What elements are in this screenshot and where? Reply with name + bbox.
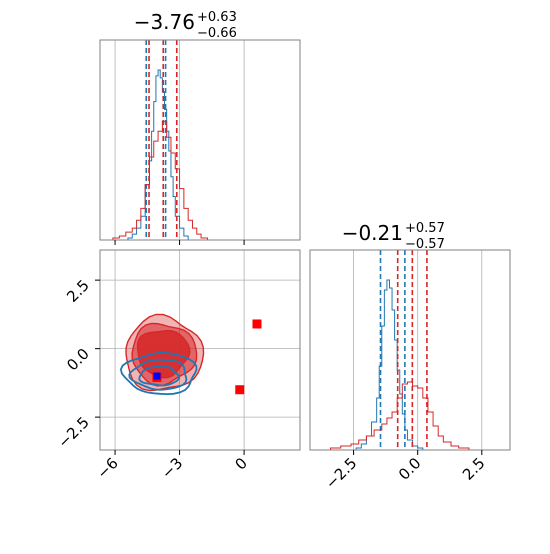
joint-marker-0 bbox=[252, 319, 262, 329]
joint-marker-1 bbox=[235, 385, 245, 395]
right-hist-title-plus: +0.57 bbox=[405, 221, 445, 236]
joint-ytick-label-0: −2.5 bbox=[54, 413, 92, 451]
right-plot-area bbox=[330, 250, 470, 450]
right-xtick-label-1: 0.0 bbox=[395, 454, 425, 484]
joint-blue-contour-2 bbox=[138, 364, 181, 387]
top-frame bbox=[99, 39, 301, 241]
top-hist-red bbox=[112, 120, 209, 240]
joint-xtick-label-2: 0 bbox=[231, 454, 250, 473]
joint-frame bbox=[99, 249, 301, 451]
joint-xtick-label-1: −3 bbox=[158, 454, 186, 482]
right-hist-title-median: −0.21 bbox=[342, 221, 403, 245]
joint-ytick-label-2: 2.5 bbox=[63, 276, 93, 306]
joint-blue-contour-1 bbox=[128, 358, 188, 391]
joint-marker-3 bbox=[153, 372, 161, 380]
joint-contour-panel: −6 −3 0 −2.5 0.0 2.5 bbox=[54, 249, 301, 482]
top-hist-title-median: −3.76 bbox=[134, 10, 195, 34]
right-hist-blue bbox=[355, 279, 424, 450]
right-xtick-label-2: 2.5 bbox=[459, 454, 489, 484]
joint-blue-contour-0 bbox=[119, 351, 198, 396]
joint-plot-area bbox=[119, 313, 262, 396]
top-histogram-panel bbox=[99, 39, 301, 245]
joint-ytick-label-1: 0.0 bbox=[63, 345, 93, 375]
right-xtick-label-0: −2.5 bbox=[322, 454, 360, 492]
top-hist-title-minus: −0.66 bbox=[197, 26, 237, 41]
top-hist-blue bbox=[127, 69, 189, 240]
joint-xtick-label-0: −6 bbox=[94, 454, 122, 482]
top-plot-area bbox=[112, 40, 209, 240]
right-frame bbox=[309, 249, 511, 451]
right-hist-red bbox=[330, 381, 470, 450]
top-hist-title-plus: +0.63 bbox=[197, 10, 237, 25]
right-hist-title-minus: −0.57 bbox=[405, 237, 445, 252]
right-histogram-panel: −2.5 0.0 2.5 bbox=[309, 249, 511, 493]
